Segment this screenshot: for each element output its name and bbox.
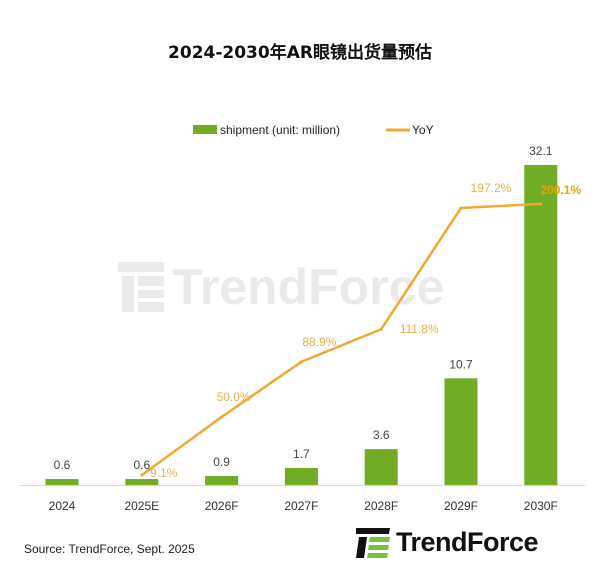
legend-label-yoy: YoY: [412, 123, 434, 137]
bar-2030F: [524, 164, 558, 485]
bar-label-2029F: 10.7: [449, 357, 473, 371]
x-tick-2028F: 2028F: [364, 499, 398, 513]
x-tick-2025E: 2025E: [124, 499, 159, 513]
yoy-point-2030F: [539, 202, 543, 206]
x-tick-2029F: 2029F: [444, 499, 478, 513]
bar-label-2030F: 32.1: [529, 144, 553, 158]
legend-swatch-shipment: [193, 125, 217, 134]
legend-label-shipment: shipment (unit: million): [220, 123, 340, 137]
yoy-point-2028F: [379, 327, 383, 331]
bar-2029F: [444, 378, 478, 485]
x-tick-2026F: 2026F: [205, 499, 239, 513]
bar-label-2025E: 0.6: [133, 458, 150, 472]
bar-2026F: [205, 476, 239, 485]
trendforce-logo-icon: [356, 527, 390, 558]
bar-2024: [45, 479, 79, 485]
yoy-point-2027F: [299, 360, 303, 364]
watermark-logo-icon: [118, 262, 164, 312]
yoy-label-2025E: 9.1%: [150, 466, 178, 480]
chart-title: 2024-2030年AR眼镜出货量预估: [168, 43, 432, 63]
bar-2027F: [284, 468, 318, 485]
trendforce-logo: TrendForce: [356, 527, 539, 558]
x-tick-2027F: 2027F: [284, 499, 318, 513]
watermark-text: TrendForce: [172, 259, 445, 315]
yoy-line: [141, 202, 541, 477]
watermark: TrendForce: [118, 258, 444, 316]
yoy-label-2027F: 88.9%: [302, 335, 336, 349]
yoy-label-2028F: 111.8%: [400, 322, 439, 336]
yoy-label-2026F: 50.0%: [217, 390, 251, 404]
bar-label-2024: 0.6: [54, 458, 71, 472]
yoy-label-2029F: 197.2%: [471, 181, 512, 195]
x-tick-2024: 2024: [49, 499, 76, 513]
bar-label-2028F: 3.6: [373, 428, 390, 442]
source-note: Source: TrendForce, Sept. 2025: [24, 542, 195, 556]
yoy-point-2029F: [459, 206, 463, 210]
bar-2028F: [364, 449, 398, 485]
yoy-point-2025E: [140, 473, 144, 477]
logo-text: TrendForce: [396, 527, 539, 557]
yoy-point-2026F: [220, 415, 224, 419]
x-tick-2030F: 2030F: [524, 499, 558, 513]
bar-2025E: [125, 479, 159, 485]
bar-label-2027F: 1.7: [293, 447, 310, 461]
yoy-label-2030F: 200.1%: [540, 183, 581, 197]
bar-label-2026F: 0.9: [213, 455, 230, 469]
